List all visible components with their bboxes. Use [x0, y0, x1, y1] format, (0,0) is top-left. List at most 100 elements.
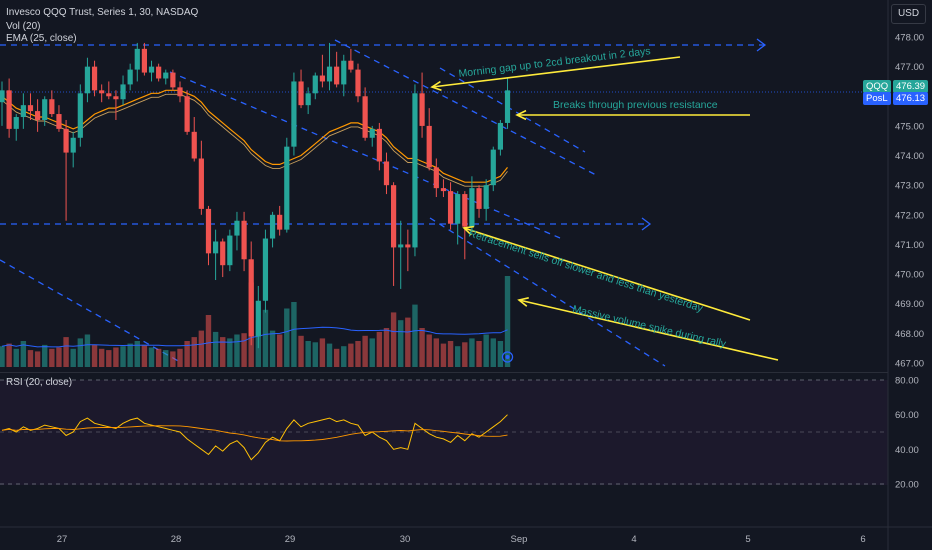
price-tick-label: 474.00 — [895, 151, 924, 162]
candle-body — [362, 96, 368, 138]
volume-bar — [205, 315, 212, 367]
panel-divider — [0, 372, 888, 373]
support-arrow-head — [641, 217, 652, 231]
volume-bar — [141, 344, 148, 367]
time-tick-label: 5 — [745, 534, 750, 545]
resistance-arrow-head — [756, 38, 767, 52]
volume-bar — [284, 308, 290, 367]
volume-bar — [312, 342, 318, 367]
chart-title: Invesco QQQ Trust, Series 1, 30, NASDAQ — [6, 7, 199, 18]
volume-bar — [276, 334, 283, 367]
volume-bar — [447, 341, 454, 367]
volume-bar — [462, 342, 468, 367]
downtrend-line-2 — [334, 39, 599, 177]
annotation-arrow-retracement — [463, 227, 751, 321]
symbol-price-tag: QQQ — [863, 80, 892, 93]
candle-body — [319, 75, 325, 82]
candle-body — [262, 238, 269, 301]
volume-bar — [49, 348, 55, 367]
annotation-gap-up-text: Morning gap up to 2cd breakout in 2 days — [458, 45, 651, 80]
rsi-tick-label: 20.00 — [895, 480, 919, 491]
candle-body — [497, 122, 503, 150]
rsi-tick-label: 60.00 — [895, 410, 919, 421]
volume-bar — [504, 276, 511, 367]
time-tick-label: Sep — [511, 534, 528, 545]
candle-body — [355, 69, 361, 97]
candle-body — [369, 128, 375, 138]
rsi-tick-label: 80.00 — [895, 376, 919, 387]
volume-bar — [177, 348, 183, 367]
volume-bar — [220, 337, 226, 367]
volume-bar — [476, 341, 482, 367]
volume-bar — [198, 330, 205, 367]
volume-bar — [6, 343, 12, 367]
currency-button[interactable]: USD — [891, 4, 926, 24]
volume-bar — [419, 328, 425, 367]
downtrend-line-1 — [0, 259, 181, 363]
price-tick-label: 478.00 — [895, 33, 924, 44]
volume-bar — [405, 317, 411, 367]
price-tick-label: 475.00 — [895, 121, 924, 132]
candle-body — [348, 60, 354, 70]
volume-bar — [134, 341, 140, 367]
volume-bar — [27, 350, 34, 367]
volume-bar — [84, 334, 91, 367]
volume-bar — [70, 348, 76, 367]
volume-bar — [355, 341, 361, 367]
candle-body — [241, 220, 247, 260]
volume-bar — [113, 347, 119, 367]
ema-line-secondary — [1, 93, 508, 187]
rsi-indicator-label[interactable]: RSI (20, close) — [6, 377, 73, 388]
volume-bar — [212, 331, 219, 367]
volume-bar — [13, 348, 19, 367]
candle-body — [213, 241, 219, 254]
annotation-arrow-gap-head — [430, 80, 442, 91]
candle-body — [106, 93, 112, 97]
volume-bar — [333, 348, 340, 367]
volume-bar — [63, 337, 69, 367]
volume-bar — [369, 338, 375, 367]
volume-bar — [376, 331, 383, 367]
time-tick-label: 28 — [171, 534, 182, 545]
time-tick-label: 4 — [631, 534, 636, 545]
rsi-tick-label: 40.00 — [895, 445, 919, 456]
last-price-tag: 476.39 — [893, 80, 929, 93]
candle-body — [341, 60, 347, 85]
volume-bar — [91, 344, 98, 367]
volume-bar — [234, 334, 240, 367]
ema-line — [1, 89, 508, 183]
candle-body — [77, 93, 83, 138]
candle-body — [141, 48, 147, 73]
candle-body — [269, 214, 276, 239]
candle-body — [291, 81, 297, 147]
volume-bar — [469, 338, 475, 367]
candle-body — [205, 208, 212, 254]
candle-body — [490, 149, 496, 186]
ema-indicator-label[interactable]: EMA (25, close) — [6, 33, 77, 44]
volume-bar — [497, 341, 504, 367]
volume-bar — [155, 348, 162, 367]
volume-bar — [383, 328, 390, 367]
candle-body — [284, 146, 290, 230]
volume-bar — [412, 304, 418, 367]
annotation-arrow-resistance-head — [515, 109, 527, 121]
volume-bar — [227, 338, 233, 367]
candle-body — [483, 185, 489, 209]
price-tick-label: 472.00 — [895, 210, 924, 221]
volume-bar — [305, 341, 311, 367]
candle-body — [35, 111, 41, 120]
downtrend-line-3 — [169, 71, 561, 239]
candle-body — [277, 214, 283, 230]
volume-bar — [0, 346, 5, 367]
price-tick-label: 473.00 — [895, 181, 924, 192]
candle-body — [49, 99, 55, 115]
candle-body — [91, 66, 98, 91]
candle-body — [20, 105, 26, 118]
volume-bar — [127, 343, 133, 367]
volume-indicator-label[interactable]: Vol (20) — [6, 21, 41, 32]
volume-bar — [362, 335, 368, 367]
candle-body — [156, 66, 162, 79]
price-tick-label: 469.00 — [895, 299, 924, 310]
volume-bar — [184, 341, 190, 367]
